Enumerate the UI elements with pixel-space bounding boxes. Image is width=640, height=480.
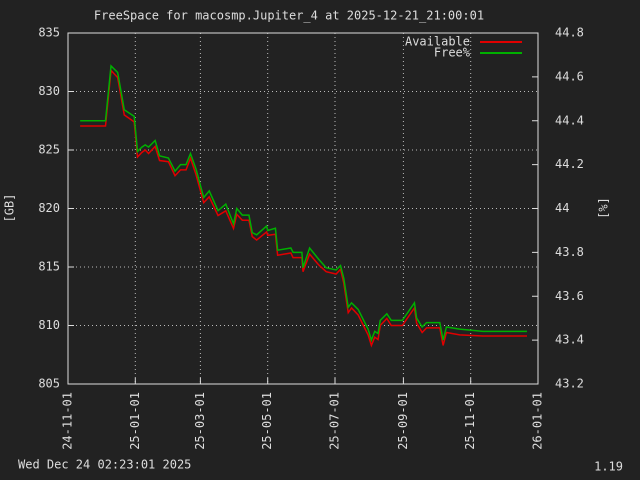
y-axis-label: [GB] <box>3 194 17 223</box>
y2-tick-label: 44.2 <box>555 157 584 171</box>
y-tick-label: 835 <box>38 26 60 40</box>
y2-tick-label: 44 <box>555 201 569 215</box>
chart-title: FreeSpace for macosmp.Jupiter_4 at 2025-… <box>94 9 484 23</box>
x-tick-label: 25-01-01 <box>128 392 142 450</box>
y2-axis-label: [%] <box>597 197 611 219</box>
x-tick-label: 25-09-01 <box>396 392 410 450</box>
y-tick-label: 820 <box>38 201 60 215</box>
series-line <box>80 68 527 348</box>
y2-tick-label: 43.4 <box>555 333 584 347</box>
y2-tick-label: 43.8 <box>555 245 584 259</box>
y-tick-label: 830 <box>38 84 60 98</box>
y2-tick-label: 44.4 <box>555 113 584 127</box>
x-tick-label: 25-07-01 <box>327 392 341 450</box>
x-tick-label: 26-01-01 <box>531 392 545 450</box>
y2-tick-label: 43.2 <box>555 377 584 391</box>
y2-tick-label: 44.6 <box>555 69 584 83</box>
x-tick-label: 25-05-01 <box>260 392 274 450</box>
footer-version: 1.19 <box>594 460 623 474</box>
footer-date: Wed Dec 24 02:23:01 2025 <box>18 458 191 472</box>
y2-tick-label: 44.8 <box>555 26 584 40</box>
x-tick-label: 24-11-01 <box>61 392 75 450</box>
x-tick-label: 25-03-01 <box>193 392 207 450</box>
y-tick-label: 815 <box>38 260 60 274</box>
y-tick-label: 825 <box>38 143 60 157</box>
y-tick-label: 810 <box>38 318 60 332</box>
plot-border <box>67 32 539 385</box>
y2-tick-label: 43.6 <box>555 289 584 303</box>
x-tick-label: 25-11-01 <box>463 392 477 450</box>
series-line <box>80 64 527 343</box>
legend-label: Available <box>405 35 470 49</box>
y-tick-label: 805 <box>38 377 60 391</box>
legend-label: Free% <box>434 46 471 60</box>
